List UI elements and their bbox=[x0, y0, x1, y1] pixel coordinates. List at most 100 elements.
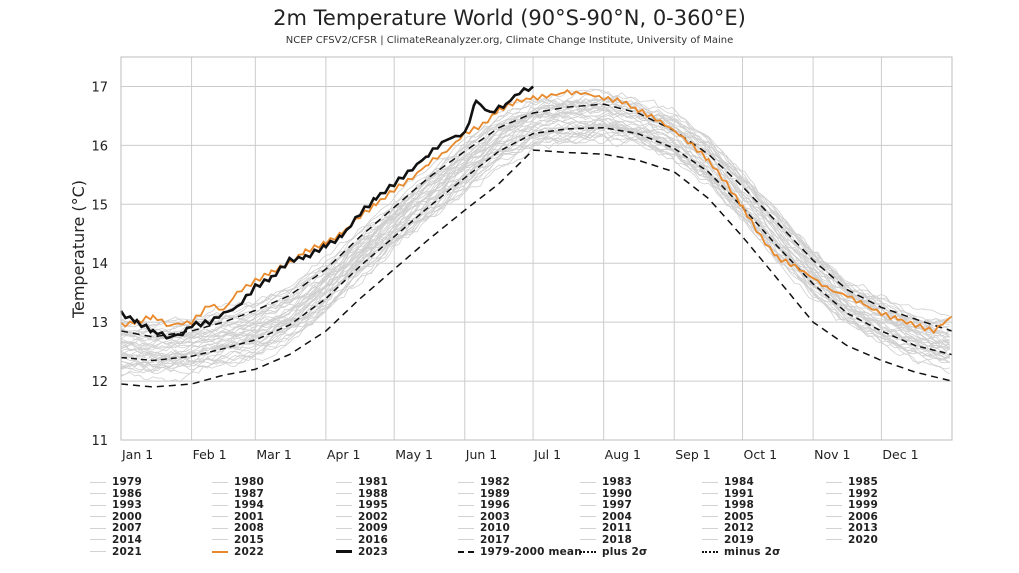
legend-item[interactable]: 2008 bbox=[212, 522, 264, 534]
legend-item[interactable]: 2019 bbox=[702, 534, 754, 546]
legend-item[interactable]: 1995 bbox=[336, 499, 388, 511]
legend-item[interactable]: 1996 bbox=[458, 499, 510, 511]
legend-item[interactable]: 2003 bbox=[458, 511, 510, 523]
legend-swatch bbox=[580, 516, 596, 518]
x-tick-label: Mar 1 bbox=[256, 447, 292, 462]
legend-item[interactable]: 2007 bbox=[90, 522, 142, 534]
x-tick-label: Jun 1 bbox=[465, 447, 497, 462]
line-1985 bbox=[120, 122, 950, 370]
legend-swatch bbox=[336, 504, 352, 506]
legend-label: 1997 bbox=[602, 499, 633, 512]
legend-item[interactable]: 1994 bbox=[212, 499, 264, 511]
legend-swatch bbox=[580, 527, 596, 529]
legend-label: 1988 bbox=[358, 487, 389, 500]
legend-item[interactable]: 2002 bbox=[336, 511, 388, 523]
legend-item[interactable]: 1985 bbox=[826, 476, 878, 488]
legend-label: 2015 bbox=[234, 533, 265, 546]
legend-item[interactable]: 1979 bbox=[90, 476, 142, 488]
legend-label: 1995 bbox=[358, 499, 389, 512]
legend-item[interactable]: 2021 bbox=[90, 546, 142, 558]
legend-label: 1983 bbox=[602, 476, 633, 488]
legend-label: 1981 bbox=[358, 476, 389, 488]
plot-frame bbox=[120, 56, 953, 441]
y-tick-label: 12 bbox=[91, 375, 108, 390]
legend: 1979 1980 1981 1982 1983 1984 1985 1986 1987 1988… bbox=[90, 476, 970, 558]
legend-item[interactable]: 1987 bbox=[212, 488, 264, 500]
legend-item[interactable]: 1993 bbox=[90, 499, 142, 511]
legend-label: 2010 bbox=[480, 522, 511, 535]
legend-swatch bbox=[702, 527, 718, 529]
legend-item[interactable]: 2020 bbox=[826, 534, 878, 546]
series-2023 bbox=[119, 85, 534, 340]
legend-swatch bbox=[458, 504, 474, 506]
legend-item[interactable]: 2009 bbox=[336, 522, 388, 534]
legend-item[interactable]: 2000 bbox=[90, 511, 142, 523]
legend-item[interactable]: 2012 bbox=[702, 522, 754, 534]
legend-item[interactable]: 1997 bbox=[580, 499, 632, 511]
legend-item[interactable]: 1979-2000 mean bbox=[458, 546, 582, 558]
legend-item[interactable]: 2017 bbox=[458, 534, 510, 546]
legend-item[interactable]: 2004 bbox=[580, 511, 632, 523]
legend-item[interactable]: 1980 bbox=[212, 476, 264, 488]
legend-swatch bbox=[212, 493, 228, 495]
legend-label: 1990 bbox=[602, 487, 633, 500]
legend-swatch bbox=[702, 516, 718, 518]
legend-swatch bbox=[336, 493, 352, 495]
legend-item[interactable]: 1989 bbox=[458, 488, 510, 500]
legend-label: 2022 bbox=[234, 545, 265, 558]
legend-label: 2013 bbox=[848, 522, 879, 535]
legend-item[interactable]: 1990 bbox=[580, 488, 632, 500]
legend-swatch bbox=[826, 504, 842, 506]
y-tick-label: 17 bbox=[91, 80, 108, 95]
y-tick-label: 13 bbox=[91, 316, 108, 331]
legend-swatch bbox=[90, 493, 106, 495]
legend-label: 2016 bbox=[358, 533, 389, 546]
legend-label: 2006 bbox=[848, 510, 879, 523]
legend-item[interactable]: 2018 bbox=[580, 534, 632, 546]
legend-swatch bbox=[826, 516, 842, 518]
legend-item[interactable]: plus 2σ bbox=[580, 546, 647, 558]
legend-item[interactable]: 2013 bbox=[826, 522, 878, 534]
legend-swatch bbox=[212, 481, 228, 483]
legend-row: 2021 2022 2023 1979-2000 mean plus 2σ minus 2… bbox=[90, 546, 970, 558]
legend-item[interactable]: 1992 bbox=[826, 488, 878, 500]
legend-item[interactable]: 2015 bbox=[212, 534, 264, 546]
legend-swatch bbox=[212, 550, 228, 553]
line-1998 bbox=[120, 118, 950, 361]
legend-item[interactable]: 1991 bbox=[702, 488, 754, 500]
legend-item[interactable]: 2011 bbox=[580, 522, 632, 534]
line-2009 bbox=[120, 107, 950, 341]
legend-item[interactable]: 2006 bbox=[826, 511, 878, 523]
legend-label: 2007 bbox=[112, 522, 143, 535]
line-1979 bbox=[120, 137, 950, 375]
legend-label: 1980 bbox=[234, 476, 265, 488]
legend-item[interactable]: 2001 bbox=[212, 511, 264, 523]
x-tick-label: Jan 1 bbox=[121, 447, 153, 462]
legend-item[interactable]: 1986 bbox=[90, 488, 142, 500]
legend-item[interactable]: 1983 bbox=[580, 476, 632, 488]
legend-item[interactable]: 2016 bbox=[336, 534, 388, 546]
historical-lines bbox=[120, 88, 950, 383]
legend-item[interactable]: 2023 bbox=[336, 546, 388, 558]
legend-item[interactable]: 1988 bbox=[336, 488, 388, 500]
legend-item[interactable]: 2022 bbox=[212, 546, 264, 558]
legend-swatch bbox=[212, 527, 228, 529]
legend-item[interactable]: 1999 bbox=[826, 499, 878, 511]
line-2014 bbox=[120, 94, 950, 334]
legend-item[interactable]: 2010 bbox=[458, 522, 510, 534]
legend-label: 2004 bbox=[602, 510, 633, 523]
legend-row: 2014 2015 2016 2017 2018 2019 2020 bbox=[90, 534, 970, 546]
legend-item[interactable]: 1982 bbox=[458, 476, 510, 488]
legend-item[interactable]: 1981 bbox=[336, 476, 388, 488]
legend-item[interactable]: minus 2σ bbox=[702, 546, 780, 558]
line-1996 bbox=[120, 112, 950, 358]
x-tick-label: Feb 1 bbox=[193, 447, 227, 462]
legend-label: 2003 bbox=[480, 510, 511, 523]
line-1986 bbox=[120, 125, 950, 369]
legend-item[interactable]: 2014 bbox=[90, 534, 142, 546]
legend-item[interactable]: 1998 bbox=[702, 499, 754, 511]
legend-item[interactable]: 2005 bbox=[702, 511, 754, 523]
legend-item[interactable]: 1984 bbox=[702, 476, 754, 488]
x-tick-label: May 1 bbox=[395, 447, 433, 462]
legend-label: 1982 bbox=[480, 476, 511, 488]
